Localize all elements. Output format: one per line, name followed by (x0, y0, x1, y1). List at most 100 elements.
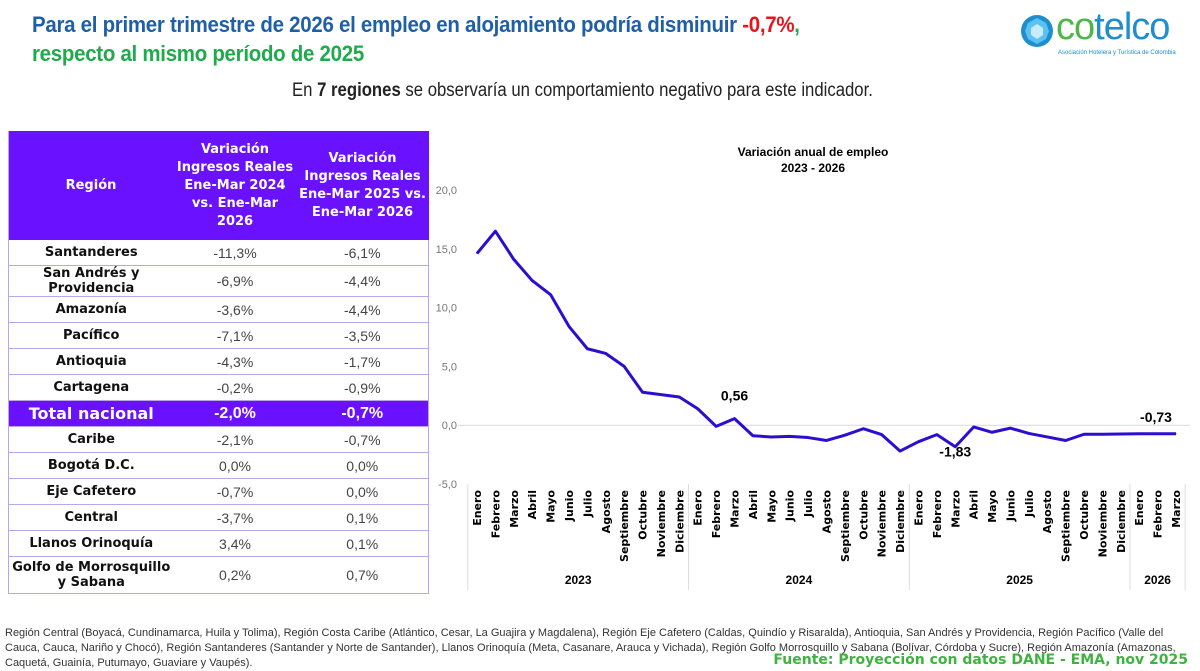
data-point (1157, 433, 1159, 435)
x-tick-label: Marzo (1170, 490, 1183, 528)
logo-tagline: Asociación Hotelera y Turística de Colom… (1058, 50, 1176, 56)
data-point (991, 431, 993, 433)
x-tick-label: Julio (581, 490, 594, 518)
var-2025-cell: -3,5% (296, 322, 429, 349)
region-cell: Amazonía (8, 296, 174, 323)
region-cell: Central (8, 504, 174, 531)
x-tick-label: Julio (1023, 490, 1036, 518)
title-comma: , (794, 12, 800, 37)
table-row-total: Total nacional -2,0% -0,7% (8, 400, 429, 427)
var-2024-cell: -2,0% (173, 400, 297, 427)
y-tick-label: 0,0 (442, 420, 457, 432)
x-tick-label: Febrero (1152, 490, 1165, 539)
table-row: Pacífico -7,1% -3,5% (8, 322, 429, 349)
source-note: Fuente: Proyección con datos DANE - EMA,… (773, 652, 1188, 668)
data-point (881, 434, 883, 436)
page-subtitle: En 7 regiones se observaría un comportam… (292, 80, 873, 102)
header-var-2024: Variación Ingresos Reales Ene-Mar 2024 v… (173, 131, 297, 240)
var-2025-cell: 0,0% (296, 478, 429, 505)
x-tick-label: Diciembre (1115, 490, 1128, 553)
year-label: 2024 (786, 573, 813, 587)
var-2025-cell: -0,7% (296, 426, 429, 453)
data-point (1065, 439, 1067, 441)
x-tick-label: Octubre (1078, 490, 1091, 540)
subtitle-pre: En (292, 80, 318, 101)
data-point (568, 325, 570, 327)
x-tick-label: Enero (692, 490, 705, 526)
var-2024-cell: -0,7% (173, 478, 297, 505)
x-tick-label: Febrero (710, 490, 723, 539)
logo-gem-icon (1021, 15, 1053, 47)
table-row: Central -3,7% 0,1% (8, 504, 429, 531)
var-2025-cell: -0,9% (296, 374, 429, 401)
var-2024-cell: -7,1% (173, 322, 297, 349)
region-cell: Antioquia (8, 348, 174, 375)
data-point (770, 436, 772, 438)
data-point (642, 391, 644, 393)
var-2025-cell: -4,4% (296, 296, 429, 323)
data-point (550, 294, 552, 296)
x-tick-label: Junio (784, 490, 797, 523)
data-label: 0,56 (721, 388, 748, 404)
employment-line-chart: Variación anual de empleo 2023 - 2026 20,0… (436, 145, 1190, 590)
year-label: 2023 (565, 573, 592, 587)
var-2025-cell: -0,7% (296, 400, 429, 427)
data-label: -1,83 (939, 444, 971, 460)
data-point (954, 446, 956, 448)
x-tick-label: Enero (471, 490, 484, 526)
var-2025-cell: -1,7% (296, 348, 429, 375)
var-2024-cell: 0,2% (173, 556, 297, 594)
var-2024-cell: -3,6% (173, 296, 297, 323)
region-cell: Caribe (8, 426, 174, 453)
var-2024-cell: 0,0% (173, 452, 297, 479)
x-tick-label: Marzo (508, 490, 521, 528)
var-2024-cell: -0,2% (173, 374, 297, 401)
region-cell: Golfo de Morrosquillo y Sabana (8, 556, 174, 594)
data-point (936, 434, 938, 436)
subtitle-post: se observaría un comportamiento negativo… (400, 80, 873, 101)
x-tick-label: Febrero (489, 490, 502, 539)
y-tick-label: 15,0 (436, 244, 457, 256)
data-point (734, 418, 736, 420)
x-tick-label: Marzo (949, 490, 962, 528)
data-point (1028, 432, 1030, 434)
title-line2: respecto al mismo período de 2025 (32, 41, 364, 66)
x-tick-label: Marzo (729, 490, 742, 528)
table-row: Amazonía -3,6% -4,4% (8, 296, 429, 323)
chart-title: Variación anual de empleo (738, 145, 889, 159)
data-point (807, 437, 809, 439)
x-tick-label: Abril (747, 490, 760, 519)
title-text: Para el primer trimestre de 2026 el empl… (32, 12, 743, 37)
data-point (660, 394, 662, 396)
data-point (752, 435, 754, 437)
data-point (476, 253, 478, 255)
region-cell: Santanderes (8, 240, 174, 266)
data-point (973, 426, 975, 428)
x-tick-label: Abril (968, 490, 981, 519)
var-2024-cell: -11,3% (173, 240, 297, 266)
region-cell: Pacífico (8, 322, 174, 349)
var-2025-cell: -4,4% (296, 265, 429, 297)
page-title: Para el primer trimestre de 2026 el empl… (32, 10, 800, 68)
table-row: Cartagena -0,2% -0,9% (8, 374, 429, 401)
data-point (826, 439, 827, 441)
data-point (715, 425, 717, 427)
data-point (1175, 433, 1177, 435)
var-2024-cell: -3,7% (173, 504, 297, 531)
chart-subtitle: 2023 - 2026 (781, 161, 845, 175)
table-row: Antioquia -4,3% -1,7% (8, 348, 429, 375)
data-point (586, 348, 588, 350)
x-tick-label: Enero (912, 490, 925, 526)
data-point (862, 428, 864, 430)
table-header-row: Región Variación Ingresos Reales Ene-Mar… (8, 131, 429, 240)
region-cell: Bogotá D.C. (8, 452, 174, 479)
data-point (531, 280, 533, 282)
x-tick-label: Junio (563, 490, 576, 523)
x-tick-label: Mayo (545, 490, 558, 523)
data-point (844, 434, 846, 436)
footer-note: Región Central (Boyacá, Cundinamarca, Hu… (5, 627, 1176, 669)
x-tick-label: Octubre (857, 490, 870, 540)
x-tick-label: Agosto (600, 490, 613, 534)
data-point (697, 408, 699, 410)
data-point (899, 450, 901, 452)
